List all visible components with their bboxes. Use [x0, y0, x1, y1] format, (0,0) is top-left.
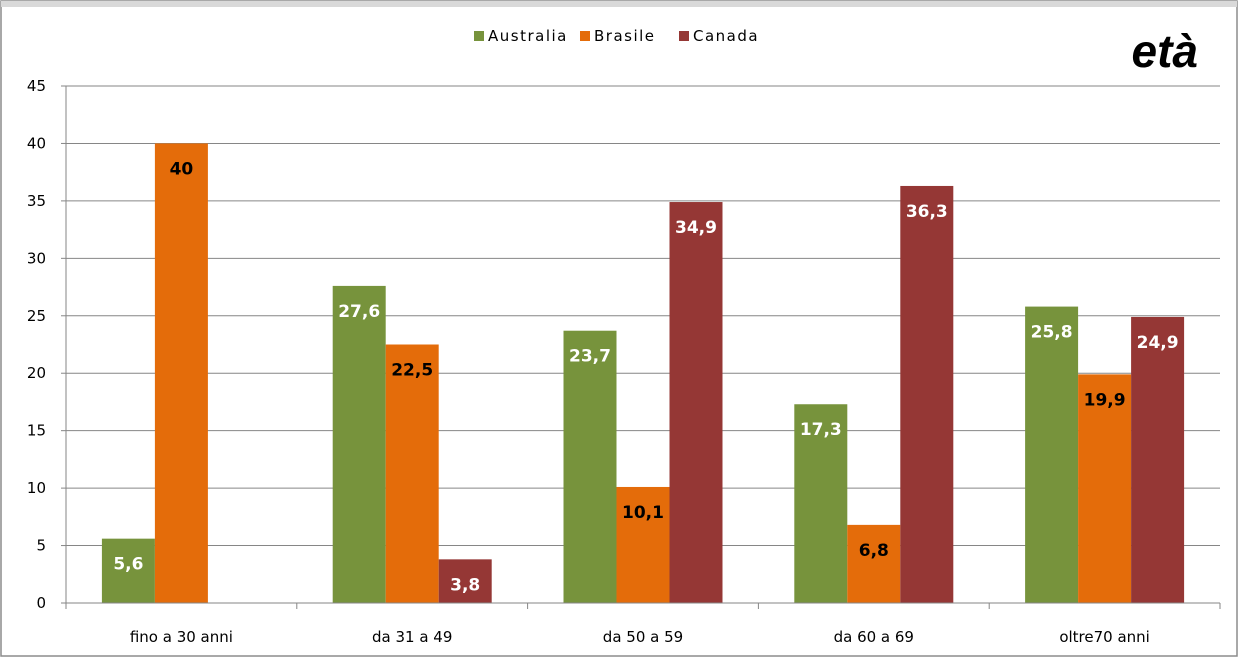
- bar-canada: [669, 202, 723, 603]
- value-label: 5,6: [113, 555, 143, 575]
- legend-swatch-brasile: [580, 31, 590, 41]
- value-label: 40: [170, 159, 194, 179]
- y-tick-label: 25: [27, 307, 46, 325]
- x-category-label: da 50 a 59: [603, 628, 683, 646]
- legend-label-brasile: Brasile: [594, 27, 656, 45]
- x-category-label: da 60 a 69: [834, 628, 914, 646]
- value-label: 22,5: [391, 361, 433, 381]
- legend-label-australia: Australia: [488, 27, 568, 45]
- bar-brasile: [385, 344, 439, 603]
- bar-brasile: [847, 524, 901, 603]
- bar-australia: [563, 330, 617, 603]
- x-category-label: fino a 30 anni: [130, 628, 233, 646]
- x-category-label: da 31 a 49: [372, 628, 452, 646]
- value-label: 19,9: [1084, 390, 1126, 410]
- y-tick-label: 20: [27, 364, 46, 382]
- y-tick-label: 30: [27, 249, 46, 267]
- bar-australia: [1025, 306, 1079, 603]
- bar-australia: [101, 538, 155, 603]
- bar-australia: [794, 404, 848, 603]
- legend-swatch-canada: [679, 31, 689, 41]
- y-tick-label: 5: [36, 537, 46, 555]
- value-label: 23,7: [569, 347, 611, 367]
- value-label: 25,8: [1031, 323, 1073, 343]
- value-label: 27,6: [338, 302, 380, 322]
- y-tick-label: 0: [36, 594, 46, 612]
- bar-canada: [438, 559, 492, 603]
- category-labels: fino a 30 anni da 31 a 49 da 50 a 59 da 60 …: [130, 628, 1150, 646]
- bar-canada: [900, 185, 954, 603]
- chart-top-edge: [1, 1, 1237, 7]
- value-label: 24,9: [1137, 333, 1179, 353]
- y-tick-label: 10: [27, 479, 46, 497]
- value-label: 36,3: [906, 202, 948, 222]
- legend: Australia Brasile Canada: [474, 27, 759, 45]
- y-tick-label: 45: [27, 77, 46, 95]
- value-label: 3,8: [450, 575, 480, 595]
- value-label: 6,8: [859, 541, 889, 561]
- legend-label-canada: Canada: [693, 27, 759, 45]
- y-tick-label: 40: [27, 134, 46, 152]
- bar-brasile: [1078, 374, 1132, 603]
- bar-brasile: [154, 143, 208, 603]
- y-tick-label: 15: [27, 422, 46, 440]
- bar-canada: [1131, 316, 1185, 603]
- x-category-label: oltre70 anni: [1059, 628, 1150, 646]
- value-label: 17,3: [800, 420, 842, 440]
- y-tick-label: 35: [27, 192, 46, 210]
- value-labels: 5,6 40 27,6 22,5 3,8 23,7 10,1 34,9 17,3 6,8 36,3 2…: [113, 159, 1178, 595]
- y-axis-ticks: 0 5 10 15 20 25 30 35 40 45: [27, 77, 66, 612]
- bar-australia: [332, 285, 386, 603]
- value-label: 34,9: [675, 218, 717, 238]
- axes: [65, 86, 1221, 609]
- bars: [101, 143, 1185, 603]
- bar-brasile: [616, 486, 670, 603]
- legend-swatch-australia: [474, 31, 484, 41]
- chart-title: età: [1132, 25, 1198, 77]
- value-label: 10,1: [622, 503, 664, 523]
